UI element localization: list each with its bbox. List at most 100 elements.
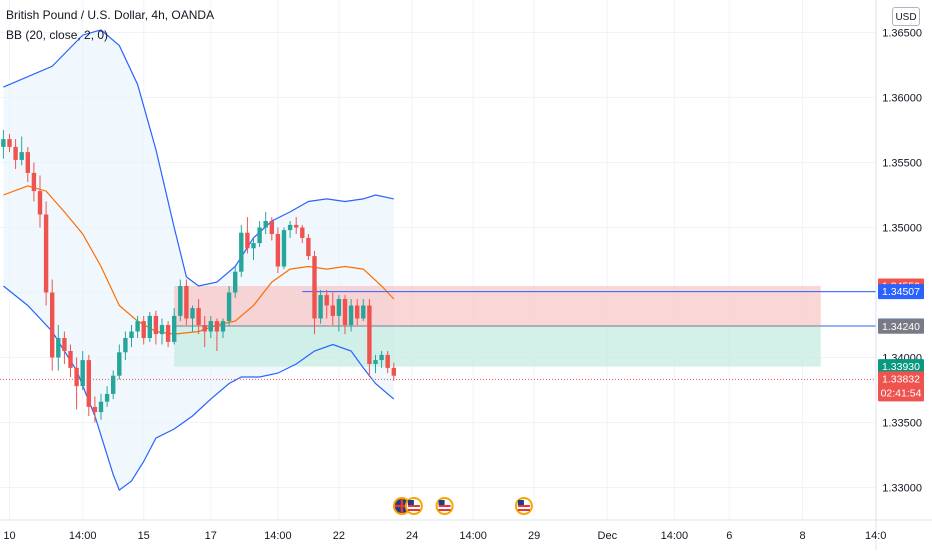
candle-body xyxy=(348,305,354,325)
candle-body xyxy=(37,191,43,215)
bollinger-upper xyxy=(3,29,394,287)
economic-event-marker[interactable] xyxy=(435,497,454,515)
candle-body xyxy=(275,234,281,267)
candle xyxy=(7,133,12,153)
candle xyxy=(324,289,329,319)
candle xyxy=(37,175,43,228)
candle xyxy=(25,146,30,182)
candle-body xyxy=(141,321,146,338)
candle xyxy=(336,295,342,332)
x-tick-label: 14:00 xyxy=(69,530,97,542)
x-tick-label: 14:00 xyxy=(661,530,689,542)
candle-body xyxy=(7,139,12,147)
candle xyxy=(190,305,195,332)
candle xyxy=(318,289,323,324)
stop-loss-zone xyxy=(174,286,821,327)
price-label-bg xyxy=(878,284,924,300)
candle-body xyxy=(68,351,73,368)
economic-event-marker[interactable] xyxy=(514,497,533,515)
candle-body xyxy=(257,227,262,244)
candle-body xyxy=(385,354,390,368)
candle xyxy=(355,299,360,325)
flag-stripe xyxy=(407,509,420,511)
candle xyxy=(117,344,122,380)
candle-body xyxy=(56,338,61,358)
candle-body xyxy=(123,338,128,353)
y-tick-label: 1.33500 xyxy=(882,418,922,430)
candle-body xyxy=(391,367,396,376)
candle-body xyxy=(330,305,335,316)
price-label: 1.33832 02:41:54 xyxy=(878,371,924,402)
candle-body xyxy=(1,139,6,147)
candle xyxy=(330,292,335,325)
candle-body xyxy=(43,214,49,293)
y-tick-label: 1.36500 xyxy=(882,28,922,40)
candle xyxy=(367,299,372,377)
candle-body xyxy=(324,295,329,306)
bollinger-fill xyxy=(3,29,394,491)
candle-body xyxy=(74,367,79,387)
candle-body xyxy=(214,321,220,332)
candle-body xyxy=(104,393,110,402)
candle xyxy=(220,318,226,338)
price-label-bg xyxy=(878,359,924,375)
y-tick-label: 1.33000 xyxy=(882,483,922,495)
candle-body xyxy=(19,152,24,160)
candle-body xyxy=(117,352,122,376)
candle xyxy=(135,315,140,338)
flag-stripe xyxy=(438,505,451,507)
price-label-bg xyxy=(878,371,924,402)
currency-button[interactable]: USD xyxy=(892,7,920,26)
candle-body xyxy=(50,292,55,358)
candle xyxy=(281,227,287,270)
candle xyxy=(214,318,220,351)
candle-body xyxy=(239,232,244,272)
candle-body xyxy=(281,230,287,267)
candle-body xyxy=(202,325,207,332)
candles xyxy=(1,130,396,423)
candle xyxy=(275,227,281,273)
x-tick-label: 6 xyxy=(726,530,732,542)
price-label-text: 1.34507 xyxy=(882,286,920,298)
candle xyxy=(257,221,262,247)
candle-body xyxy=(25,152,30,173)
candle xyxy=(159,318,165,345)
flag-canton xyxy=(517,500,524,505)
candle xyxy=(373,354,378,374)
flag-canton xyxy=(438,500,445,505)
candle xyxy=(98,393,104,420)
price-label-text: 1.34240 xyxy=(882,321,920,333)
price-label: 1.33930 xyxy=(878,359,924,375)
candle-body xyxy=(159,325,165,335)
flag-stripe xyxy=(517,509,530,511)
flag-cross xyxy=(400,499,404,513)
candle xyxy=(178,279,183,322)
candle xyxy=(263,211,268,234)
candle xyxy=(111,370,116,400)
take-profit-zone xyxy=(174,326,821,367)
candle-body xyxy=(129,331,134,338)
candle xyxy=(251,237,256,260)
price-label-text: 1.33930 xyxy=(882,361,920,373)
economic-event-marker[interactable] xyxy=(392,497,423,515)
candle xyxy=(202,315,207,348)
candle xyxy=(294,217,299,234)
candle-body xyxy=(312,256,317,319)
candle-body xyxy=(263,221,268,228)
candle xyxy=(312,250,317,335)
indicator-legend[interactable]: BB (20, close, 2, 0) xyxy=(6,28,109,42)
candle-body xyxy=(336,299,342,316)
flag-stripe xyxy=(438,509,451,511)
candle-body xyxy=(153,315,159,335)
countdown-text: 02:41:54 xyxy=(881,387,922,399)
candle xyxy=(92,396,98,423)
candle-body xyxy=(184,286,189,319)
candle xyxy=(208,315,213,338)
candle-body xyxy=(379,354,384,361)
candle xyxy=(80,351,85,390)
candle xyxy=(165,321,171,348)
candle xyxy=(233,266,238,298)
candle xyxy=(306,234,311,260)
